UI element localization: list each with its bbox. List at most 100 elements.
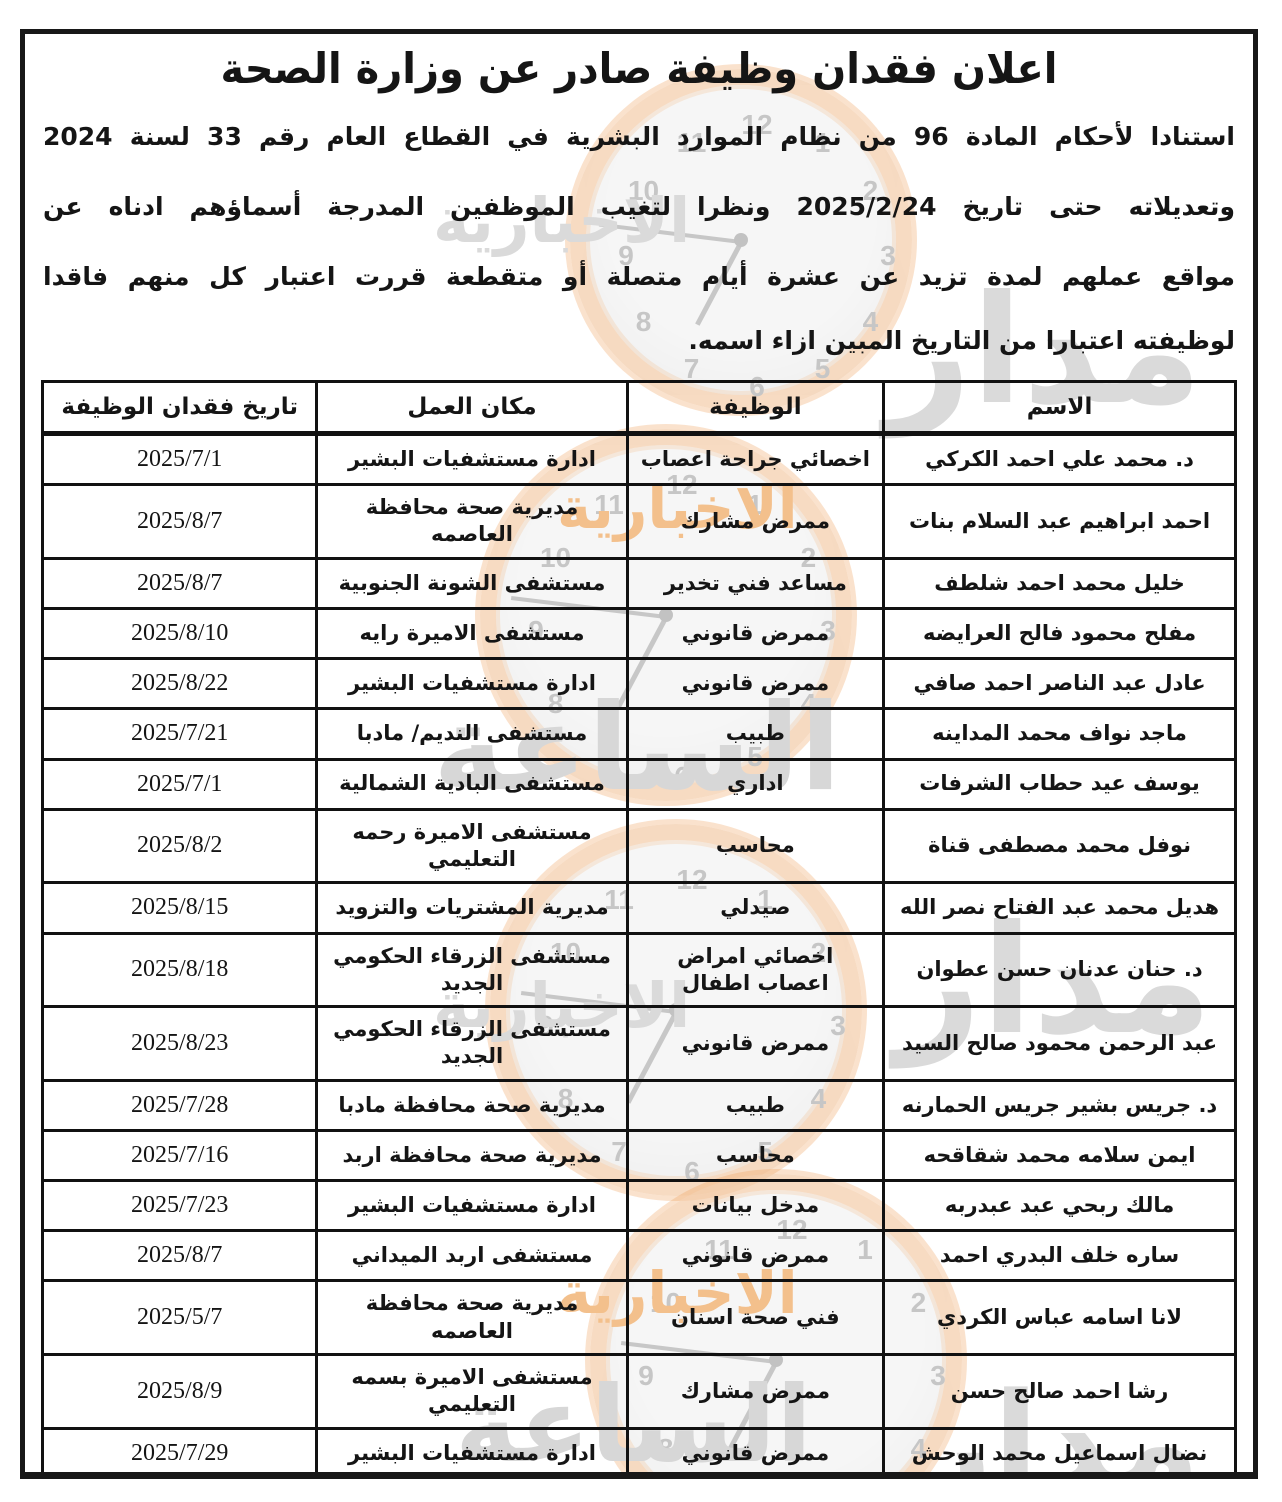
cell-position: مدخل بيانات bbox=[625, 1179, 886, 1233]
employee-row: احمد ابراهيم عبد السلام بنات ممرض مشارك مد… bbox=[40, 483, 1237, 560]
employee-row: يوسف عيد حطاب الشرفات اداري مستشفى البادية… bbox=[40, 757, 1237, 811]
employee-table: الاسم الوظيفة مكان العمل تاريخ فقدان الو… bbox=[40, 380, 1237, 1472]
intro-line-4: لوظيفته اعتبارا من التاريخ المبين ازاء ا… bbox=[688, 326, 1235, 355]
cell-workplace: مستشفى الشونة الجنوبية bbox=[315, 556, 629, 610]
cell-workplace: مديرية صحة محافظة مادبا bbox=[315, 1078, 629, 1132]
cell-position: ممرض قانوني bbox=[625, 1426, 886, 1472]
employee-row: مالك ربحي عبد عبدربه مدخل بيانات ادارة مست… bbox=[40, 1179, 1237, 1233]
employee-row: ساره خلف البدري احمد ممرض قانوني مستشفى ار… bbox=[40, 1229, 1237, 1283]
intro-line-1: استنادا لأحكام المادة 96 من نظام الموارد… bbox=[43, 122, 1235, 151]
employee-row: نوفل محمد مصطفى قناة محاسب مستشفى الاميرة … bbox=[40, 807, 1237, 885]
cell-position: اخصائي امراض اعصاب اطفال bbox=[625, 931, 886, 1009]
cell-date: 2025/8/10 bbox=[40, 606, 319, 661]
cell-workplace: مستشفى الزرقاء الحكومي الجديد bbox=[315, 931, 629, 1009]
cell-name: خليل محمد احمد شلطف bbox=[882, 556, 1237, 610]
announcement-intro: استنادا لأحكام المادة 96 من نظام الموارد… bbox=[43, 102, 1235, 370]
employee-row: د. جريس بشير جريس الحمارنه طبيب مديرية صحة… bbox=[40, 1078, 1237, 1132]
cell-name: يوسف عيد حطاب الشرفات bbox=[882, 757, 1237, 811]
intro-line-3: مواقع عملهم لمدة تزيد عن عشرة أيام متصلة… bbox=[43, 262, 1235, 291]
cell-date: 2025/7/29 bbox=[40, 1426, 319, 1472]
cell-position: ممرض قانوني bbox=[625, 1229, 886, 1283]
cell-position: ممرض مشارك bbox=[625, 483, 886, 560]
cell-date: 2025/8/7 bbox=[40, 483, 319, 560]
cell-workplace: مديرية صحة محافظة العاصمه bbox=[315, 483, 629, 560]
cell-position: ممرض قانوني bbox=[625, 1005, 886, 1082]
announcement-content: اعلان فقدان وظيفة صادر عن وزارة الصحة اس… bbox=[25, 34, 1253, 1472]
cell-workplace: ادارة مستشفيات البشير bbox=[315, 431, 629, 487]
cell-position: ممرض مشارك bbox=[625, 1353, 886, 1430]
col-header-name: الاسم bbox=[882, 380, 1237, 436]
employee-row: د. محمد علي احمد الكركي اخصائي جراحة اعصا… bbox=[40, 431, 1237, 487]
cell-workplace: مستشفى الاميرة رايه bbox=[315, 606, 629, 661]
intro-line-2: وتعديلاته حتى تاريخ 2025/2/24 ونظرا لتغي… bbox=[43, 192, 1235, 221]
cell-position: طبيب bbox=[625, 707, 886, 761]
employee-row: د. حنان عدنان حسن عطوان اخصائي امراض اعصا… bbox=[40, 931, 1237, 1009]
cell-workplace: مستشفى البادية الشمالية bbox=[315, 757, 629, 811]
cell-position: فني صحة اسنان bbox=[625, 1279, 886, 1357]
table-header-row: الاسم الوظيفة مكان العمل تاريخ فقدان الو… bbox=[40, 380, 1237, 436]
cell-workplace: ادارة مستشفيات البشير bbox=[315, 657, 629, 711]
cell-name: احمد ابراهيم عبد السلام بنات bbox=[882, 483, 1237, 560]
cell-position: ممرض قانوني bbox=[625, 657, 886, 711]
cell-position: صيدلي bbox=[625, 881, 886, 935]
cell-position: طبيب bbox=[625, 1078, 886, 1132]
employee-row: مفلح محمود فالح العرايضه ممرض قانوني مستشف… bbox=[40, 606, 1237, 661]
employee-row: لانا اسامه عباس الكردي فني صحة اسنان مديري… bbox=[40, 1279, 1237, 1357]
cell-position: ممرض قانوني bbox=[625, 606, 886, 661]
cell-date: 2025/7/16 bbox=[40, 1128, 319, 1183]
col-header-position: الوظيفة bbox=[625, 380, 886, 436]
employee-row: خليل محمد احمد شلطف مساعد فني تخدير مستشفى… bbox=[40, 556, 1237, 610]
employee-row: ايمن سلامه محمد شقاقحه محاسب مديرية صحة مح… bbox=[40, 1128, 1237, 1183]
cell-date: 2025/8/2 bbox=[40, 807, 319, 885]
cell-workplace: مستشفى الزرقاء الحكومي الجديد bbox=[315, 1005, 629, 1082]
cell-position: اداري bbox=[625, 757, 886, 811]
cell-date: 2025/8/7 bbox=[40, 556, 319, 610]
cell-date: 2025/8/7 bbox=[40, 1229, 319, 1283]
announcement-title: اعلان فقدان وظيفة صادر عن وزارة الصحة bbox=[220, 44, 1058, 94]
cell-workplace: مديرية صحة محافظة اربد bbox=[315, 1128, 629, 1183]
employee-row: نضال اسماعيل محمد الوحش ممرض قانوني ادارة … bbox=[40, 1426, 1237, 1472]
cell-date: 2025/8/22 bbox=[40, 657, 319, 711]
cell-name: د. حنان عدنان حسن عطوان bbox=[882, 931, 1237, 1009]
cell-workplace: ادارة مستشفيات البشير bbox=[315, 1179, 629, 1233]
employee-row: ماجد نواف محمد المداينه طبيب مستشفى النديم… bbox=[40, 707, 1237, 761]
cell-position: مساعد فني تخدير bbox=[625, 556, 886, 610]
cell-position: محاسب bbox=[625, 807, 886, 885]
employee-row: هديل محمد عبد الفتاح نصر الله صيدلي مديرية… bbox=[40, 881, 1237, 935]
cell-name: ايمن سلامه محمد شقاقحه bbox=[882, 1128, 1237, 1183]
cell-name: لانا اسامه عباس الكردي bbox=[882, 1279, 1237, 1357]
cell-name: نضال اسماعيل محمد الوحش bbox=[882, 1426, 1237, 1472]
cell-date: 2025/7/28 bbox=[40, 1078, 319, 1132]
cell-name: عادل عبد الناصر احمد صافي bbox=[882, 657, 1237, 711]
cell-name: نوفل محمد مصطفى قناة bbox=[882, 807, 1237, 885]
cell-name: عبد الرحمن محمود صالح السيد bbox=[882, 1005, 1237, 1082]
employee-row: عادل عبد الناصر احمد صافي ممرض قانوني ادار… bbox=[40, 657, 1237, 711]
cell-name: ساره خلف البدري احمد bbox=[882, 1229, 1237, 1283]
cell-date: 2025/8/18 bbox=[40, 931, 319, 1009]
cell-workplace: مديرية المشتريات والتزويد bbox=[315, 881, 629, 935]
cell-position: اخصائي جراحة اعصاب bbox=[625, 431, 886, 487]
cell-workplace: مديرية صحة محافظة العاصمه bbox=[315, 1279, 629, 1357]
employee-table-body: د. محمد علي احمد الكركي اخصائي جراحة اعصا… bbox=[40, 431, 1237, 1472]
cell-date: 2025/8/9 bbox=[40, 1353, 319, 1430]
cell-workplace: ادارة مستشفيات البشير bbox=[315, 1426, 629, 1472]
cell-name: د. جريس بشير جريس الحمارنه bbox=[882, 1078, 1237, 1132]
cell-date: 2025/7/1 bbox=[40, 757, 319, 811]
cell-position: محاسب bbox=[625, 1128, 886, 1183]
cell-name: رشا احمد صالح حسن bbox=[882, 1353, 1237, 1430]
cell-workplace: مستشفى اربد الميداني bbox=[315, 1229, 629, 1283]
cell-date: 2025/5/7 bbox=[40, 1279, 319, 1357]
cell-date: 2025/8/23 bbox=[40, 1005, 319, 1082]
col-header-date: تاريخ فقدان الوظيفة bbox=[40, 380, 319, 436]
cell-workplace: مستشفى الاميرة بسمه التعليمي bbox=[315, 1353, 629, 1430]
employee-row: عبد الرحمن محمود صالح السيد ممرض قانوني مس… bbox=[40, 1005, 1237, 1082]
employee-row: رشا احمد صالح حسن ممرض مشارك مستشفى الامير… bbox=[40, 1353, 1237, 1430]
cell-name: مفلح محمود فالح العرايضه bbox=[882, 606, 1237, 661]
cell-date: 2025/7/21 bbox=[40, 707, 319, 761]
cell-date: 2025/8/15 bbox=[40, 881, 319, 935]
cell-name: د. محمد علي احمد الكركي bbox=[882, 431, 1237, 487]
cell-name: هديل محمد عبد الفتاح نصر الله bbox=[882, 881, 1237, 935]
cell-date: 2025/7/1 bbox=[40, 431, 319, 487]
cell-workplace: مستشفى الاميرة رحمه التعليمي bbox=[315, 807, 629, 885]
